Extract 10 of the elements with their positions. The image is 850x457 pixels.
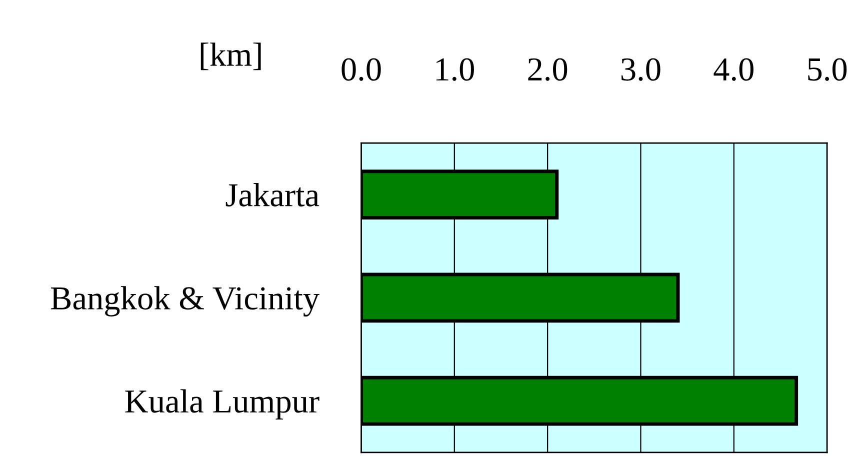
y-tick-label: Bangkok & Vicinity [50,286,320,316]
x-tick-label: 1.0 [436,58,474,81]
x-tick-label: 5.0 [808,58,847,81]
x-tick-label: 2.0 [528,58,568,81]
x-tick-label: 3.0 [621,58,660,81]
y-tick-label: Kuala Lumpur [125,389,320,420]
y-tick-label: Jakarta [226,183,320,206]
x-tick-label: 0.0 [342,58,381,81]
x-tick-label: 4.0 [714,58,754,81]
x-axis-title: [km] [200,42,261,70]
